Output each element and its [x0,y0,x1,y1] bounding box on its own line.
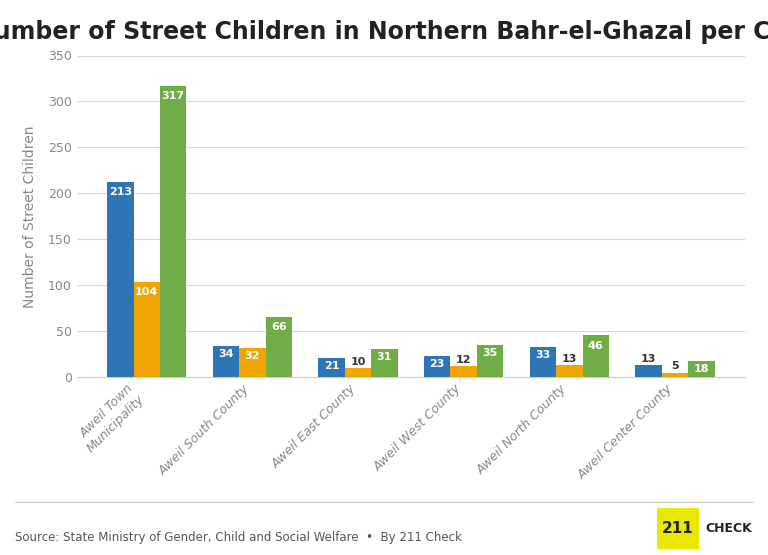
Text: 317: 317 [161,92,185,102]
Bar [635,365,662,377]
Bar [266,317,292,377]
Text: 33: 33 [535,350,551,360]
Text: 12: 12 [456,355,472,365]
Bar [134,282,160,377]
Title: Number of Street Children in Northern Bahr-el-Ghazal per County: Number of Street Children in Northern Ba… [0,20,768,44]
Text: 34: 34 [218,349,233,359]
Bar [345,368,371,377]
Text: 18: 18 [694,364,709,374]
Text: 13: 13 [641,354,656,364]
Text: 32: 32 [245,351,260,361]
Bar [213,346,239,377]
Text: 13: 13 [561,354,577,364]
Text: 211: 211 [662,521,694,536]
Bar [160,86,187,377]
Text: 21: 21 [324,361,339,371]
Text: 46: 46 [588,341,604,351]
Text: 31: 31 [377,352,392,362]
Text: 213: 213 [109,187,132,197]
Text: 35: 35 [482,348,498,358]
Bar [319,358,345,377]
Bar [662,373,688,377]
Text: 23: 23 [429,359,445,369]
Text: Source: State Ministry of Gender, Child and Social Welfare  •  By 211 Check: Source: State Ministry of Gender, Child … [15,531,462,544]
Text: 104: 104 [135,287,158,297]
Bar [688,361,714,377]
FancyBboxPatch shape [657,508,699,549]
Bar [556,365,583,377]
Text: 10: 10 [350,357,366,367]
Bar [451,366,477,377]
Bar [424,356,451,377]
Text: 5: 5 [671,361,679,371]
Y-axis label: Number of Street Children: Number of Street Children [23,125,37,307]
Bar [477,345,503,377]
Bar [239,348,266,377]
Text: CHECK: CHECK [705,522,752,535]
Bar [108,181,134,377]
Bar [530,347,556,377]
Text: 66: 66 [271,322,286,332]
Bar [371,349,398,377]
Bar [583,335,609,377]
